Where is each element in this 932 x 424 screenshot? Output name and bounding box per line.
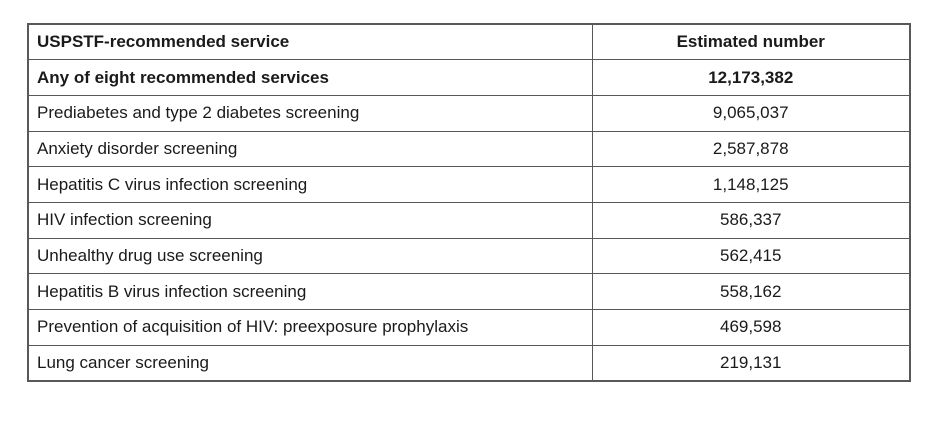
table-row: Prediabetes and type 2 diabetes screenin…: [27, 94, 911, 132]
value-cell: 1,148,125: [591, 166, 911, 203]
table-row: Hepatitis B virus infection screening 55…: [27, 273, 911, 310]
table-row: Anxiety disorder screening 2,587,878: [27, 130, 911, 168]
column-header-service: USPSTF-recommended service: [27, 23, 593, 61]
value-cell: 469,598: [591, 309, 911, 346]
column-header-estimated-number: Estimated number: [591, 23, 911, 61]
service-cell: Any of eight recommended services: [27, 59, 593, 96]
table-row: Prevention of acquisition of HIV: preexp…: [27, 309, 911, 346]
value-cell: 219,131: [591, 344, 911, 382]
service-cell: Hepatitis B virus infection screening: [27, 273, 593, 310]
service-cell: Prediabetes and type 2 diabetes screenin…: [27, 94, 593, 132]
service-cell: Lung cancer screening: [27, 344, 593, 382]
value-cell: 9,065,037: [591, 94, 911, 132]
table-row: HIV infection screening 586,337: [27, 201, 911, 239]
table-row: Hepatitis C virus infection screening 1,…: [27, 166, 911, 203]
service-cell: Hepatitis C virus infection screening: [27, 166, 593, 203]
value-cell: 558,162: [591, 273, 911, 310]
table-row: Lung cancer screening 219,131: [27, 344, 911, 382]
service-cell: Prevention of acquisition of HIV: preexp…: [27, 309, 593, 346]
value-cell: 2,587,878: [591, 130, 911, 168]
value-cell: 562,415: [591, 237, 911, 275]
service-cell: Unhealthy drug use screening: [27, 237, 593, 275]
value-cell: 586,337: [591, 201, 911, 239]
service-cell: HIV infection screening: [27, 201, 593, 239]
value-cell: 12,173,382: [591, 59, 911, 96]
service-cell: Anxiety disorder screening: [27, 130, 593, 168]
table-row: Unhealthy drug use screening 562,415: [27, 237, 911, 275]
table-header-row: USPSTF-recommended service Estimated num…: [27, 23, 911, 61]
uspstf-services-table: USPSTF-recommended service Estimated num…: [27, 23, 911, 382]
table-row: Any of eight recommended services 12,173…: [27, 59, 911, 96]
